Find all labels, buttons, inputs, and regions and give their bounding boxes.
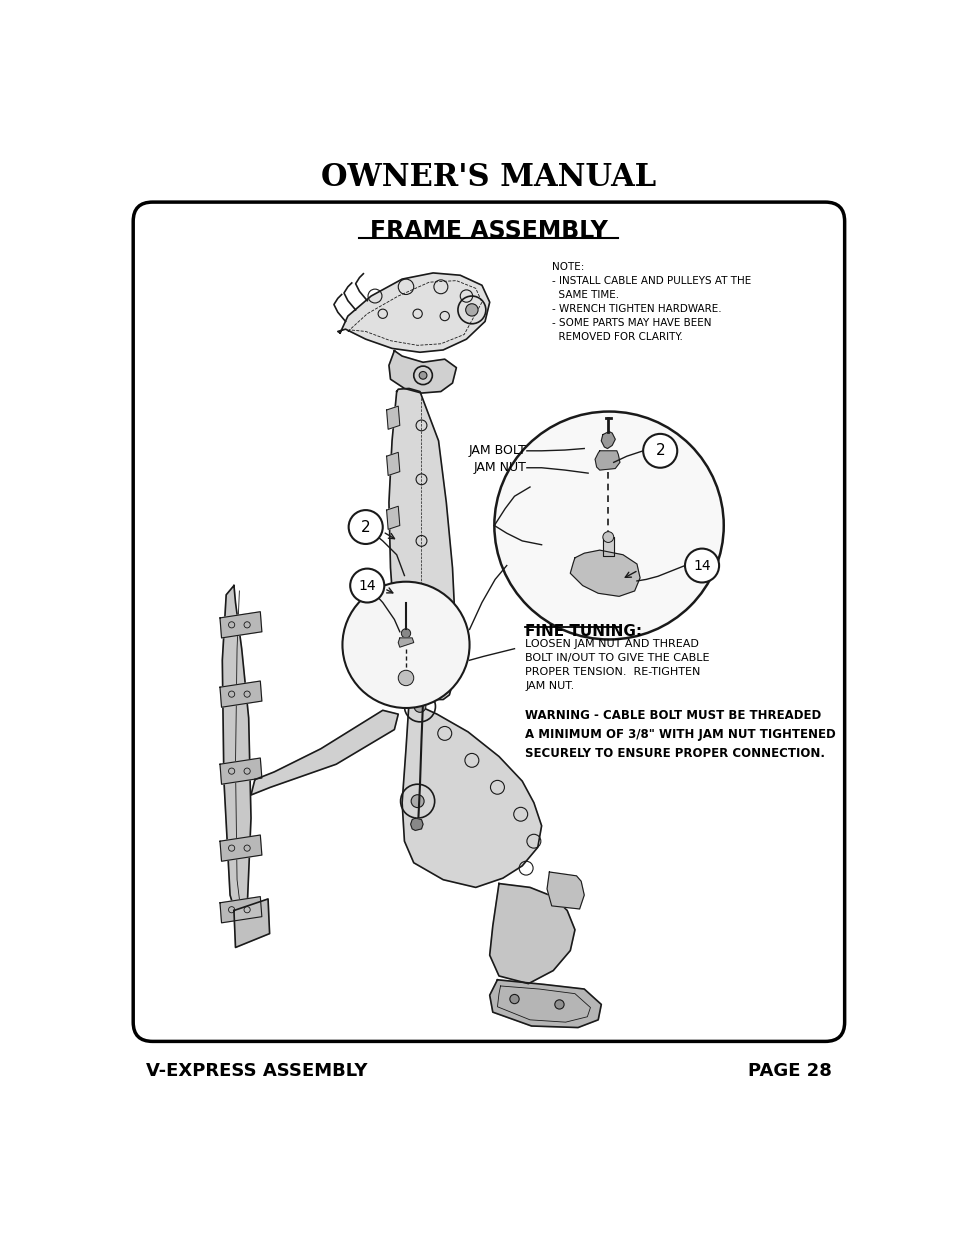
Polygon shape	[546, 872, 583, 909]
Circle shape	[555, 1000, 563, 1009]
Polygon shape	[220, 835, 261, 861]
Circle shape	[348, 510, 382, 543]
Polygon shape	[386, 452, 399, 475]
Polygon shape	[489, 979, 600, 1028]
Polygon shape	[397, 638, 414, 647]
Polygon shape	[602, 537, 613, 556]
Circle shape	[342, 582, 469, 708]
Text: PAGE 28: PAGE 28	[747, 1062, 831, 1079]
Circle shape	[401, 629, 410, 638]
Text: 2: 2	[655, 443, 664, 458]
Polygon shape	[489, 883, 575, 983]
Circle shape	[642, 433, 677, 468]
Circle shape	[411, 795, 424, 808]
Text: NOTE:
- INSTALL CABLE AND PULLEYS AT THE
  SAME TIME.
- WRENCH TIGHTEN HARDWARE.: NOTE: - INSTALL CABLE AND PULLEYS AT THE…	[551, 262, 750, 342]
Text: FRAME ASSEMBLY: FRAME ASSEMBLY	[370, 220, 607, 243]
Polygon shape	[570, 550, 639, 597]
Polygon shape	[222, 585, 251, 926]
Circle shape	[684, 548, 719, 583]
Polygon shape	[220, 758, 261, 784]
Polygon shape	[389, 351, 456, 393]
Circle shape	[350, 568, 384, 603]
Polygon shape	[595, 451, 619, 471]
Circle shape	[414, 700, 425, 713]
Circle shape	[602, 531, 613, 542]
Polygon shape	[410, 818, 422, 830]
Text: JAM NUT: JAM NUT	[473, 461, 525, 474]
Circle shape	[465, 304, 477, 316]
Polygon shape	[251, 710, 397, 795]
Text: V-EXPRESS ASSEMBLY: V-EXPRESS ASSEMBLY	[146, 1062, 368, 1079]
Text: WARNING - CABLE BOLT MUST BE THREADED
A MINIMUM OF 3/8" WITH JAM NUT TIGHTENED
S: WARNING - CABLE BOLT MUST BE THREADED A …	[525, 709, 835, 760]
Polygon shape	[386, 506, 399, 530]
Circle shape	[418, 372, 427, 379]
Text: 14: 14	[358, 578, 375, 593]
FancyBboxPatch shape	[133, 203, 843, 1041]
Text: FINE TUNING:: FINE TUNING:	[525, 624, 641, 638]
Polygon shape	[386, 406, 399, 430]
Polygon shape	[337, 273, 489, 352]
Text: 2: 2	[360, 520, 370, 535]
Text: 14: 14	[693, 558, 710, 573]
Polygon shape	[233, 899, 270, 947]
Circle shape	[494, 411, 723, 640]
Polygon shape	[389, 389, 456, 699]
Polygon shape	[220, 897, 261, 923]
Circle shape	[397, 671, 414, 685]
Text: OWNER'S MANUAL: OWNER'S MANUAL	[321, 162, 656, 193]
Text: JAM BOLT: JAM BOLT	[468, 445, 525, 457]
Polygon shape	[220, 680, 261, 708]
Polygon shape	[402, 701, 541, 888]
Text: LOOSEN JAM NUT AND THREAD
BOLT IN/OUT TO GIVE THE CABLE
PROPER TENSION.  RE-TIGH: LOOSEN JAM NUT AND THREAD BOLT IN/OUT TO…	[525, 640, 709, 692]
Polygon shape	[600, 431, 615, 448]
Polygon shape	[220, 611, 261, 638]
Circle shape	[509, 994, 518, 1004]
